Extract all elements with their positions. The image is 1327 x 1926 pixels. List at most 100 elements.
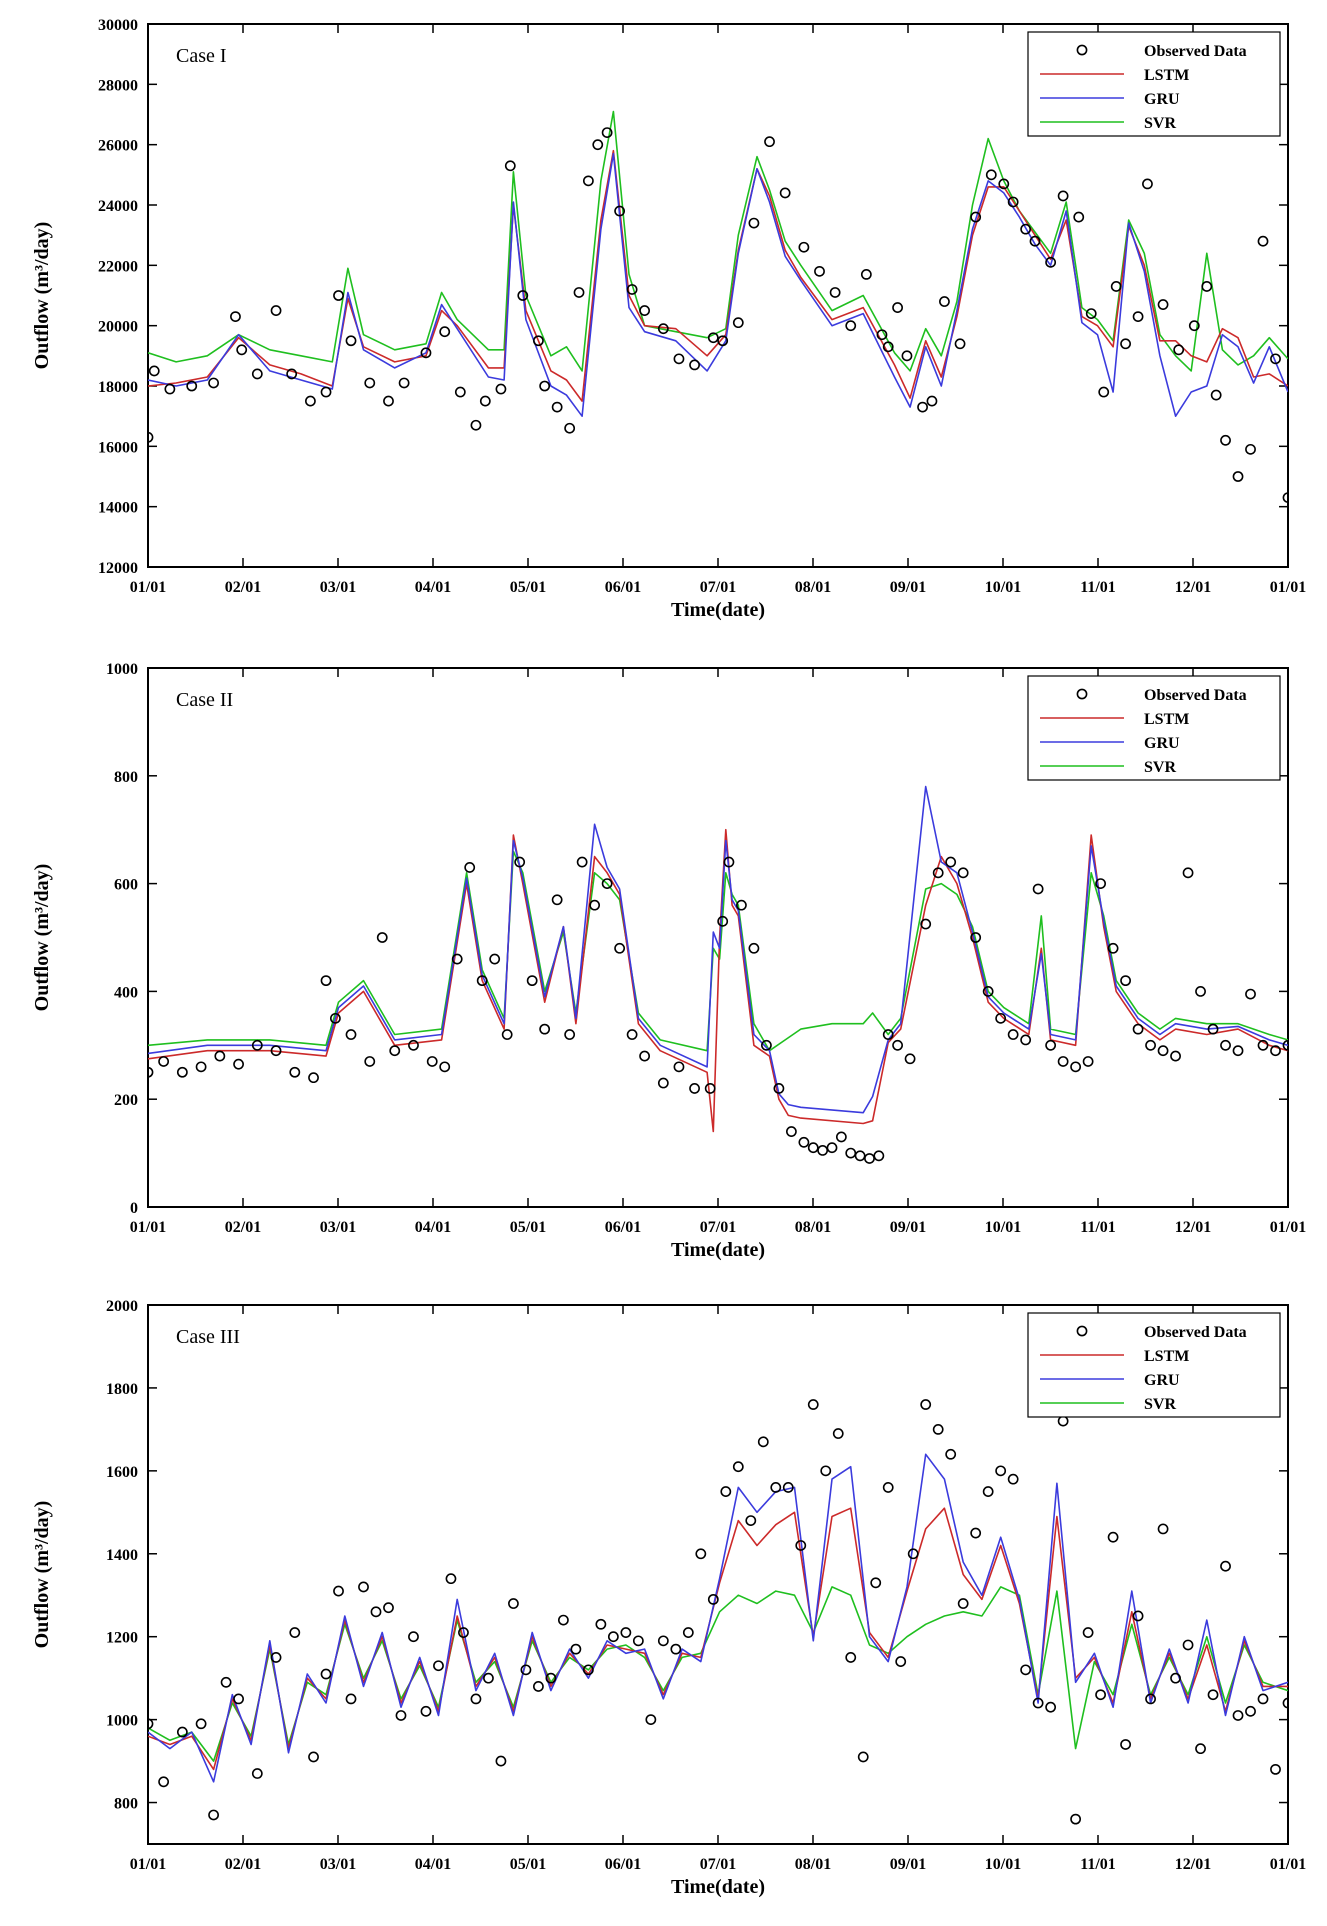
observed-point	[270, 305, 282, 316]
observed-point	[270, 1045, 282, 1057]
legend-label: GRU	[1144, 1372, 1180, 1389]
case-label: Case I	[176, 45, 227, 67]
observed-point	[970, 1527, 982, 1539]
observed-point	[907, 1548, 919, 1560]
observed-point	[270, 1652, 282, 1663]
observed-point	[639, 305, 651, 316]
observed-point	[501, 1029, 513, 1040]
observed-point	[1145, 1039, 1156, 1051]
x-tick-label: 01/01	[130, 1219, 166, 1236]
observed-point	[904, 1053, 916, 1065]
observed-point	[195, 1061, 207, 1073]
observed-point	[601, 127, 613, 138]
observed-point	[982, 1486, 994, 1497]
series-line-gru	[148, 152, 1288, 418]
observed-point	[720, 1486, 732, 1497]
observed-point	[433, 1660, 444, 1672]
observed-point	[395, 1710, 407, 1721]
observed-point	[148, 431, 154, 443]
observed-point	[251, 1768, 263, 1779]
observed-point	[289, 1627, 301, 1638]
observed-point	[945, 856, 957, 868]
observed-point	[1020, 1664, 1032, 1676]
observed-point	[1057, 1415, 1069, 1427]
observed-point	[186, 380, 198, 392]
observed-point	[670, 1643, 682, 1655]
observed-point	[1232, 1045, 1244, 1057]
observed-point	[208, 377, 219, 389]
x-tick-label: 02/01	[225, 579, 261, 596]
observed-point	[208, 1809, 219, 1821]
x-tick-label: 11/01	[1080, 1856, 1116, 1873]
observed-point	[882, 341, 894, 353]
x-tick-label: 10/01	[985, 1219, 1021, 1236]
observed-point	[945, 1448, 957, 1460]
observed-point	[158, 1776, 170, 1788]
observed-point	[892, 302, 903, 313]
observed-point	[860, 268, 872, 280]
legend-box	[1027, 31, 1281, 137]
observed-point	[1095, 878, 1107, 889]
observed-point	[533, 1681, 544, 1692]
observed-point	[673, 353, 685, 365]
y-axis-title: Outflow (m³/day)	[31, 864, 53, 1012]
y-tick-label: 30000	[98, 17, 138, 34]
chart-panel-case-i: 12000 14000 16000 18000 20000 22000 24000 26000…	[31, 17, 1306, 621]
observed-point	[176, 1726, 188, 1738]
observed-point	[1007, 1029, 1019, 1040]
plot-data-group	[148, 785, 1288, 1164]
x-tick-label: 03/01	[320, 579, 356, 596]
observed-point	[389, 1045, 401, 1057]
observed-point	[158, 1056, 170, 1067]
observed-point	[829, 287, 841, 298]
observed-point	[551, 894, 563, 906]
observed-point	[1098, 386, 1110, 398]
observed-point	[539, 380, 551, 392]
observed-point	[695, 1548, 707, 1560]
legend-label: LSTM	[1144, 711, 1189, 728]
observed-point	[589, 899, 601, 911]
x-axis-title: Time(date)	[671, 1876, 765, 1898]
observed-point	[539, 1023, 551, 1035]
observed-point	[495, 1755, 507, 1767]
observed-point	[614, 205, 626, 217]
observed-point	[148, 1718, 154, 1730]
observed-point	[1142, 178, 1153, 190]
x-tick-label: 03/01	[320, 1856, 356, 1873]
observed-point	[689, 359, 700, 371]
observed-point	[970, 932, 982, 943]
observed-point	[1032, 1697, 1044, 1709]
observed-point	[807, 1142, 819, 1154]
observed-point	[408, 1039, 419, 1051]
observed-point	[1045, 1701, 1057, 1713]
y-tick-label: 2000	[106, 1298, 138, 1315]
legend-label: Observed Data	[1144, 687, 1247, 704]
x-tick-label: 12/01	[1175, 579, 1211, 596]
observed-point	[870, 1577, 882, 1589]
observed-point	[1020, 1034, 1032, 1046]
observed-point	[557, 1614, 569, 1626]
y-tick-label: 1000	[106, 1713, 138, 1730]
observed-point	[533, 335, 544, 347]
legend-marker-observed	[1076, 1325, 1088, 1337]
observed-point	[1132, 1610, 1144, 1622]
x-tick-label: 04/01	[415, 579, 451, 596]
legend-label: SVR	[1144, 115, 1176, 132]
observed-point	[614, 942, 626, 954]
observed-point	[764, 136, 775, 148]
observed-point	[682, 1627, 694, 1638]
observed-point	[479, 395, 491, 407]
observed-point	[1157, 1045, 1169, 1057]
observed-point	[345, 1029, 357, 1040]
x-tick-label: 02/01	[225, 1856, 261, 1873]
observed-point	[308, 1751, 319, 1763]
observed-point	[1095, 1689, 1107, 1701]
observed-point	[607, 1631, 619, 1643]
observed-point	[236, 344, 248, 356]
observed-point	[998, 178, 1010, 190]
y-tick-label: 24000	[98, 198, 138, 215]
observed-point	[476, 975, 488, 987]
observed-point	[820, 1465, 832, 1477]
y-axis-title: Outflow (m³/day)	[31, 1501, 53, 1649]
observed-point	[957, 1598, 969, 1609]
